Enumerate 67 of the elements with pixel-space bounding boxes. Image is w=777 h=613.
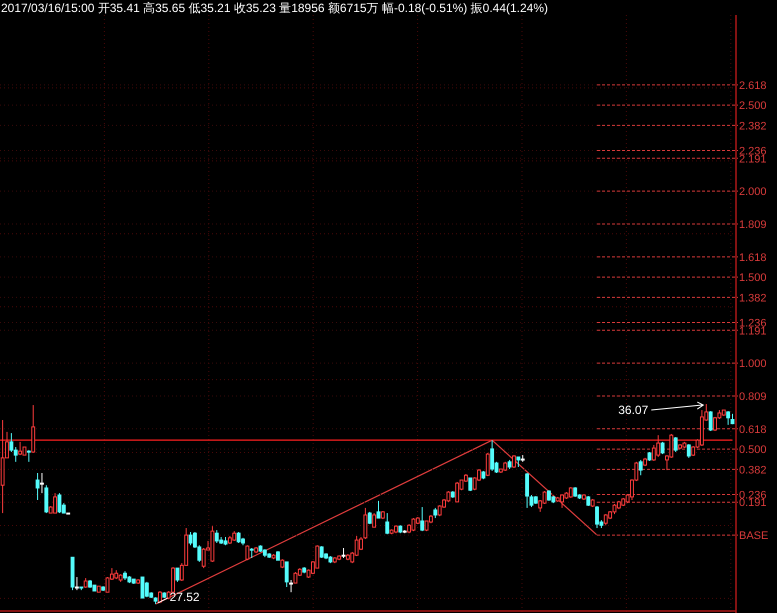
candlestick	[232, 530, 236, 542]
candlestick	[245, 544, 250, 561]
y-tick-label: 2.618	[739, 80, 767, 92]
chart-title: 2017/03/16/15:00 开35.41 高35.65 低35.21 收35.23 量18956 额6715万 幅-0.18(-0.51%) 振0.44(1.24%)	[1, 1, 548, 15]
candlestick	[656, 434, 660, 458]
candlestick	[84, 578, 88, 588]
y-tick-label: 0.382	[739, 464, 767, 476]
y-tick-label: 1.500	[739, 272, 767, 284]
candlestick	[342, 547, 346, 558]
candlestick	[525, 472, 530, 508]
candlestick	[638, 459, 643, 476]
candlestick	[573, 486, 578, 498]
candlestick	[363, 507, 368, 540]
candlestick	[669, 433, 674, 458]
candlestick	[708, 410, 713, 432]
candlestick	[674, 436, 678, 453]
y-tick-label: 0.618	[739, 424, 767, 436]
candlestick	[289, 579, 294, 593]
candlestick	[385, 512, 390, 535]
y-tick-label: 0.809	[739, 390, 767, 403]
y-tick-label: 2.382	[739, 120, 767, 132]
candlestick	[726, 410, 730, 426]
candlestick	[604, 514, 608, 526]
candlestick	[284, 561, 289, 588]
candlestick	[508, 459, 512, 470]
candlestick	[372, 512, 376, 528]
candlestick	[202, 547, 206, 569]
candlestick	[586, 496, 590, 507]
candlestick	[503, 461, 508, 472]
candlestick	[236, 531, 241, 544]
candlestick	[214, 530, 219, 544]
y-tick-label: BASE	[739, 530, 768, 542]
candlestick	[455, 481, 460, 502]
candlestick	[686, 444, 691, 458]
candlestick	[276, 550, 280, 561]
candlestick	[18, 441, 22, 456]
candlestick	[486, 452, 490, 477]
candlestick	[36, 472, 40, 501]
candlestick	[420, 506, 424, 532]
candlestick	[660, 441, 665, 455]
candlestick	[512, 454, 516, 469]
candlestick	[568, 486, 573, 498]
annotation: 27.52	[170, 590, 200, 604]
y-tick-label: 0.500	[739, 444, 767, 456]
candlestick	[516, 456, 520, 468]
candlestick	[26, 450, 31, 462]
candlestick	[542, 490, 547, 504]
y-tick-label: 1.382	[739, 292, 767, 304]
candlestick	[376, 500, 380, 519]
candlestick	[74, 576, 79, 591]
candlestick	[53, 492, 58, 514]
candlestick	[433, 507, 438, 519]
candlestick	[490, 440, 494, 472]
candlestick	[40, 472, 44, 494]
candlestick	[250, 547, 254, 558]
y-tick-label: 1.618	[739, 252, 767, 264]
candlestick	[320, 546, 324, 558]
candlestick	[44, 484, 48, 514]
candlestick	[368, 511, 372, 525]
candlestick	[158, 590, 162, 604]
y-tick-label: 2.000	[739, 186, 767, 198]
y-tick-label: 2.500	[739, 100, 767, 112]
y-tick-label: 1.000	[739, 358, 767, 370]
candlestick	[176, 568, 180, 582]
y-tick-label: 1.809	[739, 218, 767, 231]
candlestick	[468, 477, 472, 492]
annotation: 36.07	[618, 403, 649, 418]
